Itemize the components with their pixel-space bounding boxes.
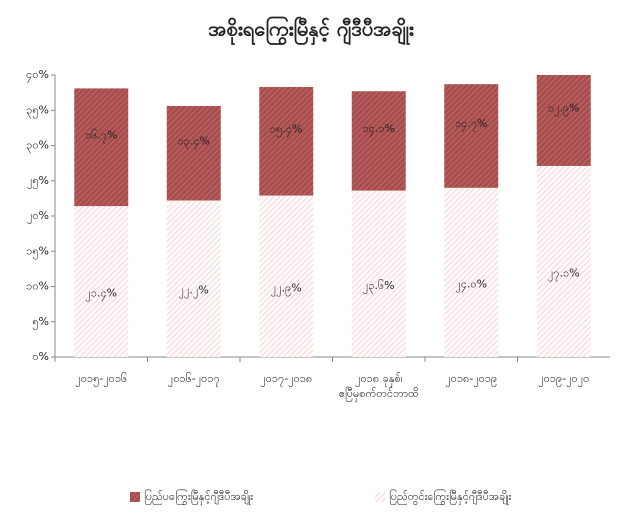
data-label: ၁၄.၇% xyxy=(455,117,488,132)
data-label: ၁၄.၁% xyxy=(362,122,395,137)
data-label: ၂၄.၀% xyxy=(455,277,487,292)
y-tick-label: ၂၅% xyxy=(27,174,49,189)
bar-segment xyxy=(166,106,221,201)
x-tick-label: ၂၀၁၅-၂၀၁၆ xyxy=(75,372,127,387)
y-tick-label: ၃၅% xyxy=(26,103,49,118)
bar-segment xyxy=(259,86,314,196)
bar-segment xyxy=(74,88,129,207)
legend-label: ပြည်ပကြွေးမြီနှင့်ဂျီဒီပီအချိုး xyxy=(144,489,253,505)
legend-swatch xyxy=(130,492,140,502)
data-label: ၂၂.၂% xyxy=(179,284,209,299)
y-tick-label: ၁၅% xyxy=(26,244,49,259)
y-tick-label: ၄၀% xyxy=(26,68,49,83)
legend-label: ပြည်တွင်းကြွေးမြီနှင့်ဂျီဒီပီအချိုး xyxy=(389,489,512,505)
x-tick-label: ၂၀၁၆-၂၀၁၇ xyxy=(168,372,220,387)
data-label: ၁၅.၄% xyxy=(270,122,303,137)
bar-segment xyxy=(351,91,406,191)
data-label: ၂၃.၆% xyxy=(363,279,395,294)
bar-segment xyxy=(74,206,129,357)
bar-segment xyxy=(444,187,499,357)
chart-title: အစိုးရကြွေးမြီနှင့် ဂျီဒီပီအချိုး xyxy=(208,16,414,46)
x-tick-label: ၂၀၁၉-၂၀၂၀ xyxy=(538,372,589,387)
bar-segment xyxy=(444,84,499,188)
data-label: ၂၁.၄% xyxy=(85,287,117,302)
bar-segment xyxy=(166,200,221,357)
y-tick-label: ၅% xyxy=(32,315,49,330)
bar-segment xyxy=(259,195,314,357)
y-tick-label: ၁၀% xyxy=(26,280,49,293)
data-label: ၁၃.၄% xyxy=(177,134,210,149)
x-tick-line: ၂၀၁၈ ခုနှစ်၊ xyxy=(355,372,402,387)
x-tick-label: ၂၀၁၇-၂၀၁၈ xyxy=(260,372,312,387)
bar-segment xyxy=(536,165,591,357)
bar-segment xyxy=(536,75,591,166)
y-tick-label: ၃၀% xyxy=(26,139,49,154)
y-tick-label: ၀% xyxy=(32,350,49,363)
data-label: ၂၂.၉% xyxy=(271,281,302,296)
legend-swatch xyxy=(375,492,385,502)
y-tick-label: ၂၀% xyxy=(27,209,49,224)
bar-segment xyxy=(351,190,406,357)
x-tick-label: ၂၀၁၈-၂၀၁၉ xyxy=(445,372,497,387)
x-tick-line: ဧပြီမှစက်တင်ဘာထိ xyxy=(339,387,419,402)
data-label: ၁၂.၉% xyxy=(548,101,580,116)
data-label: ၂၇.၁% xyxy=(548,266,580,281)
x-tick-label: ၂၀၁၈ ခုနှစ်၊ဧပြီမှစက်တင်ဘာထိ xyxy=(339,372,419,402)
data-label: ၁၆.၇% xyxy=(85,128,118,143)
